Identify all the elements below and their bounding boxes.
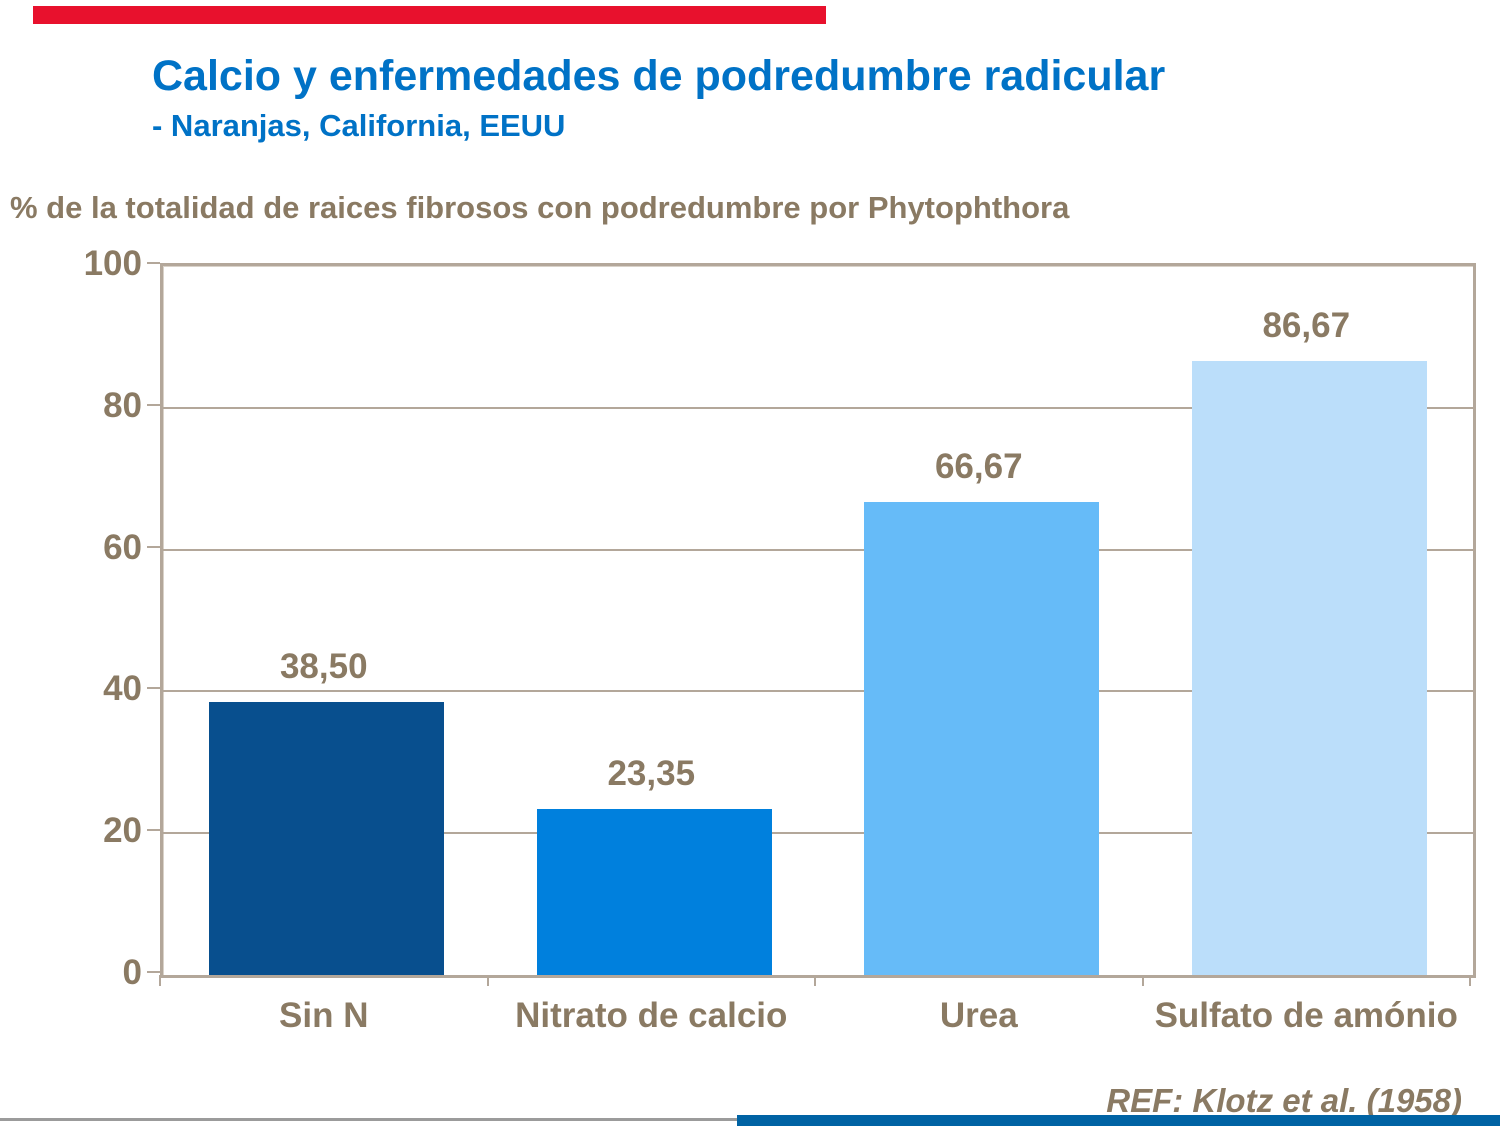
y-tick-mark-100 (147, 262, 160, 264)
value-label-1: 23,35 (607, 754, 696, 794)
y-axis-title: % de la totalidad de raices fibrosos con… (10, 190, 1070, 225)
x-tick-mark-3 (1141, 975, 1144, 986)
category-label-sin-n: Sin N (279, 996, 369, 1035)
category-label-nitrato-de-calcio: Nitrato de calcio (515, 996, 788, 1035)
x-tick-mark-1 (486, 975, 489, 986)
plot-area (160, 263, 1476, 978)
reference-citation: REF: Klotz et al. (1958) (1106, 1082, 1462, 1119)
y-tick-label-80: 80 (103, 385, 142, 425)
gridline-40 (163, 690, 1473, 693)
value-label-2: 66,67 (934, 447, 1023, 487)
bar-sin-n (209, 702, 445, 975)
y-tick-mark-0 (147, 971, 160, 973)
gridline-80 (163, 406, 1473, 409)
category-label-urea: Urea (939, 996, 1018, 1035)
y-tick-mark-80 (147, 403, 160, 406)
x-tick-mark-0 (159, 975, 161, 986)
y-tick-label-0: 0 (122, 953, 142, 992)
bar-nitrato-de-calcio (536, 809, 772, 975)
bottom-gray-line (0, 1118, 740, 1121)
y-tick-mark-40 (147, 687, 160, 690)
bar-sulfato-de-am-nio (1191, 360, 1427, 975)
category-label-sulfato-de-am-nio: Sulfato de amónio (1154, 996, 1458, 1035)
slide-subtitle: - Naranjas, California, EEUU (152, 108, 566, 143)
gridline-20 (163, 832, 1473, 835)
y-tick-mark-60 (147, 545, 160, 548)
bar-urea (864, 502, 1100, 975)
x-tick-mark-4 (1469, 975, 1471, 986)
y-tick-label-20: 20 (103, 811, 142, 851)
y-tick-label-60: 60 (103, 527, 142, 567)
top-red-accent-bar (33, 6, 826, 24)
value-label-0: 38,50 (279, 647, 368, 687)
gridline-60 (163, 548, 1473, 551)
x-tick-mark-2 (814, 975, 816, 986)
y-tick-label-100: 100 (83, 244, 142, 283)
value-label-3: 86,67 (1262, 305, 1351, 345)
y-tick-label-40: 40 (103, 669, 142, 709)
y-tick-mark-20 (147, 829, 160, 832)
bottom-blue-accent-bar (737, 1115, 1500, 1126)
slide-title: Calcio y enfermedades de podredumbre rad… (152, 52, 1166, 100)
